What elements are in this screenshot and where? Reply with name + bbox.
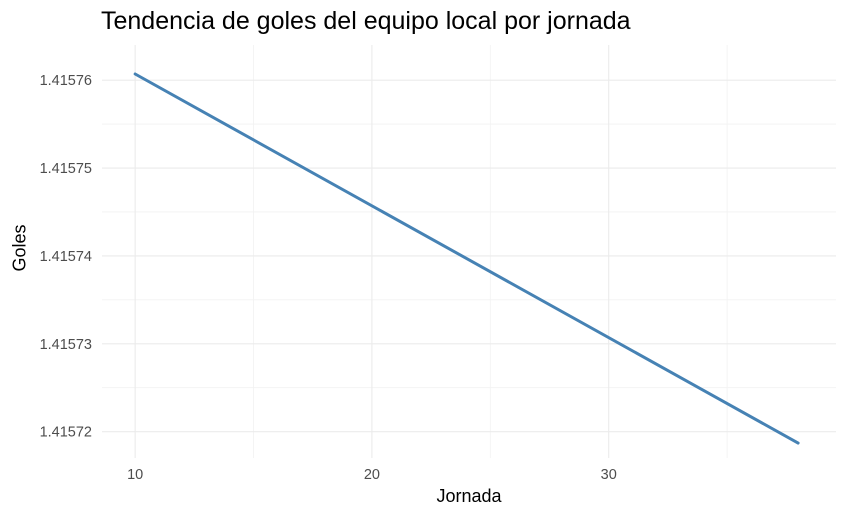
x-tick-label: 30 xyxy=(601,467,617,483)
y-tick-label: 1.41574 xyxy=(40,249,92,265)
minor-gridlines xyxy=(102,45,836,458)
y-tick-label: 1.41573 xyxy=(40,337,92,353)
y-tick-label: 1.41572 xyxy=(40,425,92,441)
major-gridlines xyxy=(102,45,836,458)
y-axis-title: Goles xyxy=(9,224,30,272)
series-layer xyxy=(133,72,800,445)
x-tick-label: 20 xyxy=(364,467,380,483)
x-axis-title: Jornada xyxy=(436,486,502,506)
y-axis-tick-labels: 1.41572 1.41573 1.41574 1.41575 1.41576 xyxy=(40,73,92,440)
y-tick-label: 1.41575 xyxy=(40,161,92,177)
series-line-0 xyxy=(133,72,800,445)
x-axis-tick-labels: 10 20 30 xyxy=(127,467,617,483)
y-tick-label: 1.41576 xyxy=(40,73,92,89)
chart-title: Tendencia de goles del equipo local por … xyxy=(101,7,631,35)
x-tick-label: 10 xyxy=(127,467,143,483)
